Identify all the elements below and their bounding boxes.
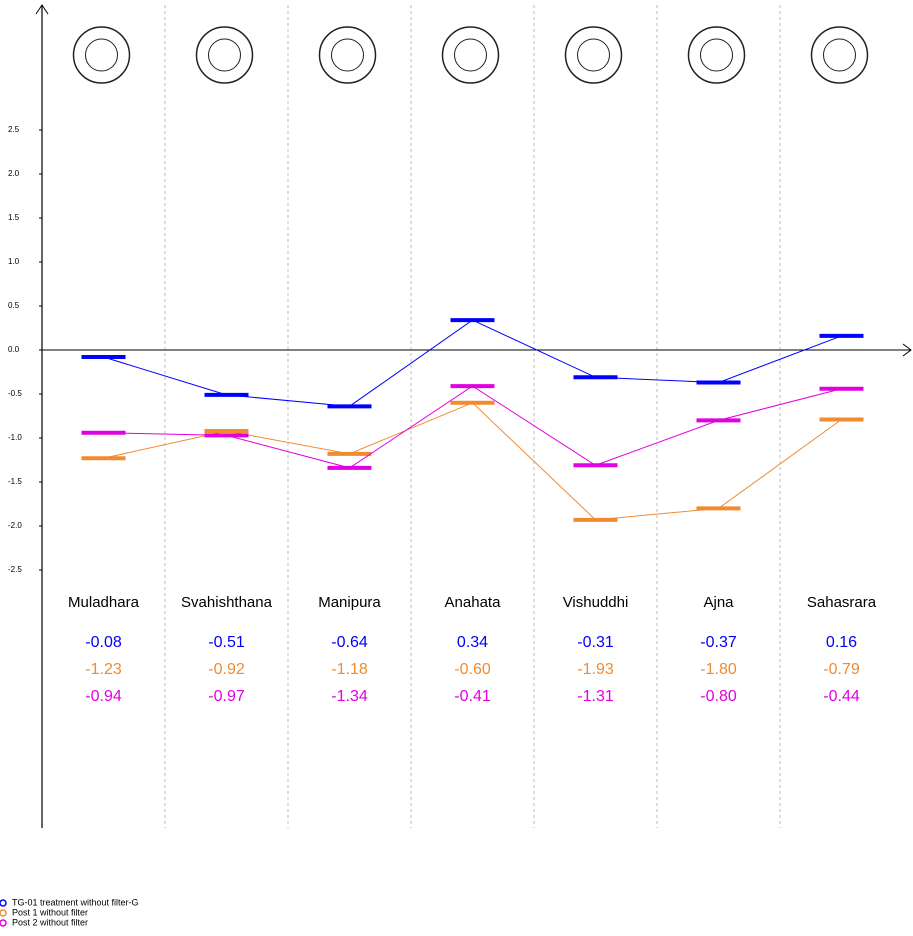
category-label: Manipura	[318, 594, 381, 611]
y-tick-label: 2.5	[8, 125, 20, 134]
y-tick-label: -2.0	[8, 521, 22, 530]
series-line	[103, 385, 842, 469]
chakra-icon-inner	[577, 38, 610, 72]
y-tick-label: -1.5	[8, 477, 22, 486]
y-tick-label: 0.5	[8, 301, 20, 310]
chakra-icon-inner	[85, 38, 118, 72]
value-label: -0.94	[85, 688, 122, 705]
chakra-icon	[195, 26, 254, 84]
y-tick-label: 1.5	[8, 213, 20, 222]
value-label: -0.79	[823, 661, 860, 678]
chakra-icon-inner	[454, 38, 487, 72]
category-label: Svahishthana	[181, 594, 273, 611]
category-label: Vishuddhi	[563, 594, 629, 611]
chakra-icon-inner	[700, 38, 733, 72]
value-label: -1.18	[331, 661, 368, 678]
y-axis-arrow	[35, 4, 49, 15]
chakra-icon	[72, 26, 131, 84]
y-tick-label: 1.0	[8, 257, 20, 266]
chakra-icon	[687, 26, 746, 84]
x-axis-arrow	[902, 343, 912, 357]
value-label: -0.08	[85, 634, 122, 651]
column-separators	[164, 5, 781, 828]
chakra-icon	[318, 26, 377, 84]
value-label: 0.16	[826, 634, 857, 651]
value-label: -1.93	[577, 661, 614, 678]
y-tick-label: 2.0	[8, 169, 20, 178]
axes	[35, 4, 912, 828]
category-label: Sahasrara	[807, 594, 877, 611]
value-label: -0.31	[577, 634, 614, 651]
y-tick-label: -2.5	[8, 565, 22, 574]
chakra-icon	[564, 26, 623, 84]
category-label: Ajna	[703, 594, 734, 611]
legend-marker	[0, 899, 7, 907]
chakra-icons	[72, 26, 869, 84]
value-label: -0.92	[208, 661, 245, 678]
legend-marker	[0, 919, 7, 927]
chakra-icon-inner	[208, 38, 241, 72]
legend-label: TG-01 treatment without filter-G	[12, 897, 139, 907]
value-label: -0.44	[823, 688, 860, 705]
chakra-icon	[810, 26, 869, 84]
y-tick-label: -0.5	[8, 389, 22, 398]
value-label: -0.60	[454, 661, 491, 678]
value-label: -1.23	[85, 661, 122, 678]
legend-label: Post 1 without filter	[12, 907, 88, 917]
legend-marker	[0, 909, 7, 917]
value-label: -1.31	[577, 688, 614, 705]
category-label: Muladhara	[68, 594, 140, 611]
chakra-icon	[441, 26, 500, 84]
value-label: -1.34	[331, 688, 368, 705]
value-label: -0.64	[331, 634, 368, 651]
chakra-icon-inner	[331, 38, 364, 72]
value-label: -0.51	[208, 634, 245, 651]
category-label: Anahata	[445, 594, 502, 611]
y-tick-label: -1.0	[8, 433, 22, 442]
value-label: -0.41	[454, 688, 491, 705]
value-label: -1.80	[700, 661, 737, 678]
value-label: 0.34	[457, 634, 488, 651]
chakra-icon-inner	[823, 38, 856, 72]
value-label: -0.37	[700, 634, 737, 651]
value-label: -0.97	[208, 688, 245, 705]
y-tick-label: 0.0	[8, 345, 20, 354]
value-label: -0.80	[700, 688, 737, 705]
legend-label: Post 2 without filter	[12, 917, 88, 927]
